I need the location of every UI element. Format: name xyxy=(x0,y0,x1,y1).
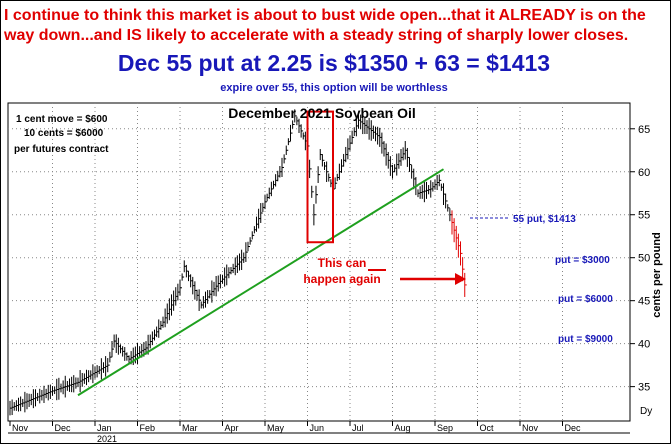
pattern-note-2: happen again xyxy=(303,272,380,286)
y-tick-label: 65 xyxy=(638,124,650,136)
x-axis: Nov Dec Jan Feb Mar Apr May Jun Jul Aug Sep Oct Nov D… xyxy=(8,421,630,444)
y-axis-label: cents per pound xyxy=(651,232,663,318)
put-55-label: 55 put, $1413 xyxy=(513,214,576,225)
x-tick-label: Nov xyxy=(12,423,29,433)
option-headline: Dec 55 put at 2.25 is $1350 + 63 = $1413 xyxy=(117,50,551,76)
y-axis-unit: Dy xyxy=(640,406,652,417)
arrow-head xyxy=(455,273,466,285)
x-tick-label: Dec xyxy=(55,423,72,433)
contract-note-2: 10 cents = $6000 xyxy=(24,128,104,139)
x-tick-label: Jul xyxy=(352,423,364,433)
pattern-note-1: This can xyxy=(318,256,367,270)
x-tick-label: Feb xyxy=(140,423,156,433)
y-axis: 35 40 45 50 55 60 65 xyxy=(630,124,650,394)
grid-lines xyxy=(8,103,630,421)
put-6000-label: put = $6000 xyxy=(558,294,613,305)
contract-note-1: 1 cent move = $600 xyxy=(16,114,108,125)
y-tick-label: 50 xyxy=(638,253,650,265)
put-3000-label: put = $3000 xyxy=(555,255,610,266)
contract-note-3: per futures contract xyxy=(14,144,109,155)
x-tick-label: May xyxy=(267,423,285,433)
x-tick-label: Dec xyxy=(565,423,582,433)
y-tick-label: 40 xyxy=(638,339,650,351)
x-tick-label: Nov xyxy=(522,423,539,433)
y-tick-label: 55 xyxy=(638,210,650,222)
x-year-label: 2021 xyxy=(97,434,117,444)
x-tick-label: Jan xyxy=(97,423,112,433)
y-tick-label: 35 xyxy=(638,382,650,394)
price-bars xyxy=(9,109,467,416)
y-tick-label: 60 xyxy=(638,167,650,179)
put-9000-label: put = $9000 xyxy=(558,334,613,345)
x-tick-label: Sep xyxy=(437,423,453,433)
y-tick-label: 45 xyxy=(638,296,650,308)
x-tick-label: Mar xyxy=(182,423,198,433)
x-tick-label: Apr xyxy=(225,423,239,433)
commentary-text: I continue to think this market is about… xyxy=(4,7,646,44)
uptrend-line xyxy=(77,168,445,397)
x-tick-label: Oct xyxy=(480,423,495,433)
plot-area xyxy=(7,102,631,422)
x-tick-label: Aug xyxy=(395,423,411,433)
x-tick-label: Jun xyxy=(310,423,325,433)
chart-title: December 2021 Soybean Oil xyxy=(228,105,416,121)
option-subnote: expire over 55, this option will be wort… xyxy=(220,82,448,94)
highlight-box xyxy=(306,110,334,244)
